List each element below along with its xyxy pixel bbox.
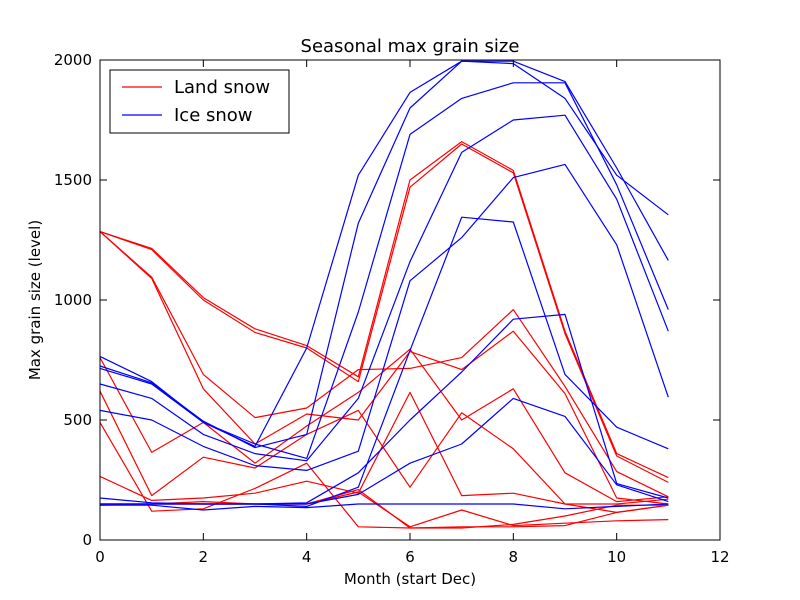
y-tick-label: 0 xyxy=(82,531,92,549)
ice-snow-series-line-14 xyxy=(99,163,669,471)
chart-title: Seasonal max grain size xyxy=(301,36,520,57)
y-axis-label: Max grain size (level) xyxy=(26,220,44,380)
x-tick-label: 6 xyxy=(405,548,415,566)
land-snow-series-line-2 xyxy=(99,231,669,498)
land-snow-series-line-3 xyxy=(99,231,669,505)
x-tick-label: 10 xyxy=(607,548,626,566)
legend-label-ice-snow: Ice snow xyxy=(174,105,253,126)
y-tick-label: 1500 xyxy=(54,171,92,189)
x-tick-label: 2 xyxy=(199,548,209,566)
legend: Land snow Ice snow xyxy=(109,69,290,134)
land-snow-series-line-0 xyxy=(99,141,669,479)
legend-box xyxy=(109,69,290,134)
land-snow-series-line-1 xyxy=(99,143,669,483)
y-tick-label: 1000 xyxy=(54,291,92,309)
x-tick-label: 12 xyxy=(710,548,729,566)
series-layer xyxy=(99,60,669,529)
axes-layer: 0 2 4 6 8 10 12 0 500 1000 1500 2000 xyxy=(54,51,730,566)
y-tick-label: 500 xyxy=(63,411,92,429)
x-tick-label: 8 xyxy=(509,548,519,566)
ice-snow-series-line-18 xyxy=(100,503,669,511)
land-snow-series-line-7 xyxy=(99,391,669,514)
land-snow-series-line-4 xyxy=(99,348,669,503)
ice-snow-series-line-13 xyxy=(99,114,669,462)
x-tick-label: 4 xyxy=(302,548,312,566)
ice-snow-series-line-17 xyxy=(100,397,669,505)
ice-snow-series-line-12 xyxy=(99,82,669,459)
legend-label-land-snow: Land snow xyxy=(174,77,270,98)
land-snow-series-line-5 xyxy=(99,390,669,505)
x-tick-label: 0 xyxy=(95,548,105,566)
x-axis-label: Month (start Dec) xyxy=(344,570,476,588)
y-tick-label: 2000 xyxy=(54,51,92,69)
ice-snow-series-line-11 xyxy=(99,60,669,449)
